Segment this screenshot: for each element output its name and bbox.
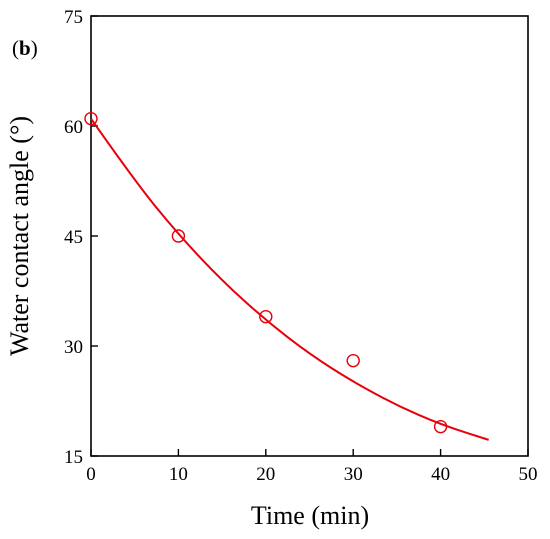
data-point [84, 111, 98, 126]
y-tick-label: 15 [64, 447, 83, 468]
fit-curve-layer [90, 118, 489, 441]
y-tick-label: 30 [64, 337, 83, 358]
y-tick-label: 45 [64, 227, 83, 248]
panel-label: (b) [12, 36, 38, 60]
plot-frame [90, 15, 529, 457]
x-tick-label: 50 [519, 464, 538, 485]
data-points-layer [84, 111, 448, 434]
y-axis: 15 30 45 60 75 [64, 7, 98, 468]
x-axis: 0 10 20 30 40 50 [86, 449, 538, 485]
x-axis-title: Time (min) [251, 501, 369, 530]
plot-area [90, 15, 529, 457]
y-axis-title: Water contact angle (°) [5, 116, 34, 356]
data-point [346, 353, 360, 368]
y-tick-label: 75 [64, 7, 83, 28]
y-tick-label: 60 [64, 117, 83, 138]
x-tick-label: 20 [256, 464, 275, 485]
fit-curve [90, 118, 489, 441]
x-tick-label: 0 [86, 464, 96, 485]
x-tick-label: 30 [344, 464, 363, 485]
x-tick-label: 10 [169, 464, 188, 485]
data-point [433, 419, 448, 434]
data-point [259, 309, 273, 324]
x-tick-label: 40 [431, 464, 450, 485]
data-point [171, 229, 186, 243]
